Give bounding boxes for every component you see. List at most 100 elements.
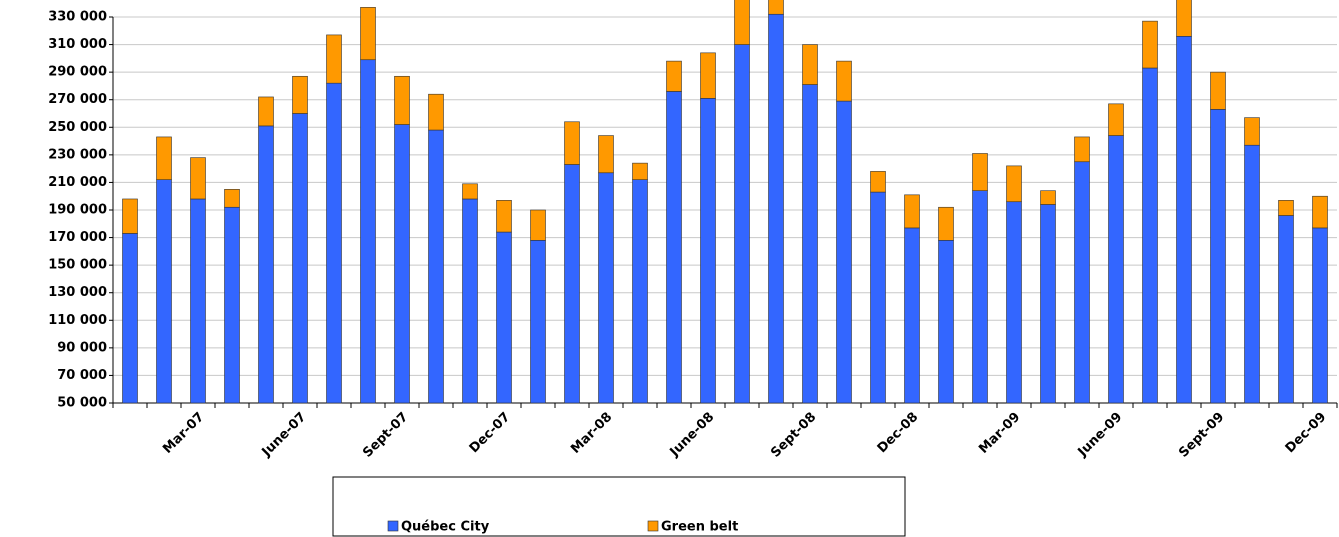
bar-segment: [258, 125, 274, 404]
bar-segment: [1108, 103, 1124, 136]
y-tick-label: 190 000: [48, 203, 107, 218]
x-tick-label: June-08: [667, 410, 718, 461]
bar-segment: [598, 135, 614, 174]
x-tick-label: Dec-08: [875, 410, 922, 457]
y-tick-label: 90 000: [57, 340, 107, 355]
legend-box: [332, 476, 906, 537]
x-tick-label: Mar-09: [976, 410, 1023, 457]
bar-segment: [836, 100, 852, 404]
bar-segment: [734, 44, 750, 404]
y-tick-label: 110 000: [48, 313, 107, 328]
bar-segment: [496, 231, 512, 404]
bar-segment: [768, 0, 784, 15]
bar-segment: [666, 60, 682, 92]
x-tick-label: Dec-07: [467, 410, 514, 457]
bar-segment: [1312, 195, 1328, 229]
bar-segment: [530, 240, 546, 404]
bar-segment: [1244, 117, 1260, 146]
y-tick-label: 210 000: [48, 175, 107, 190]
bar-segment: [292, 75, 308, 114]
y-tick-label: 130 000: [48, 285, 107, 300]
x-tick-label: Mar-08: [568, 410, 615, 457]
y-tick-label: 250 000: [48, 120, 107, 135]
bar-segment: [564, 121, 580, 165]
bar-segment: [972, 153, 988, 192]
bar-segment: [564, 164, 580, 404]
x-tick-label: Mar-07: [160, 410, 207, 457]
legend-swatch: [647, 520, 659, 532]
bar-segment: [734, 0, 750, 45]
bar-segment: [122, 233, 138, 404]
legend-swatch: [387, 520, 399, 532]
y-tick-label: 330 000: [48, 10, 107, 25]
y-tick-label: 70 000: [57, 368, 107, 383]
bar-segment: [394, 75, 410, 125]
bar-segment: [938, 240, 954, 404]
bar-segment: [496, 200, 512, 233]
bar-segment: [1006, 201, 1022, 404]
bar-segment: [768, 13, 784, 404]
bar-segment: [666, 91, 682, 404]
bar-segment: [700, 98, 716, 404]
bar-segment: [1210, 109, 1226, 404]
bar-segment: [870, 171, 886, 193]
bar-segment: [292, 113, 308, 404]
bar-segment: [1040, 190, 1056, 205]
bar-segment: [700, 52, 716, 99]
y-tick-label: 310 000: [48, 37, 107, 52]
bar-segment: [904, 227, 920, 404]
bar-segment: [1074, 161, 1090, 404]
bar-segment: [938, 206, 954, 241]
bar-segment: [224, 206, 240, 404]
bar-segment: [428, 93, 444, 131]
bar-segment: [360, 7, 376, 61]
bar-segment: [802, 44, 818, 85]
bar-segment: [632, 179, 648, 404]
bar-segment: [190, 157, 206, 200]
bar-segment: [1142, 67, 1158, 404]
bar-segment: [1244, 144, 1260, 404]
bar-segment: [224, 189, 240, 208]
bar-segment: [462, 198, 478, 404]
y-tick-label: 230 000: [48, 147, 107, 162]
bar-segment: [326, 82, 342, 404]
bar-segment: [156, 136, 172, 180]
legend-label: Green belt: [661, 520, 738, 535]
bar-segment: [1108, 135, 1124, 404]
bar-segment: [836, 60, 852, 102]
bar-segment: [972, 190, 988, 404]
x-tick-label: Sept-07: [360, 410, 411, 461]
x-tick-label: Sept-09: [1176, 410, 1227, 461]
bar-segment: [1176, 35, 1192, 404]
bar-segment: [598, 172, 614, 404]
bar-segment: [1210, 71, 1226, 110]
bar-segment: [802, 84, 818, 404]
y-tick-label: 150 000: [48, 258, 107, 273]
y-tick-label: 50 000: [57, 396, 107, 411]
x-tick-label: Sept-08: [768, 410, 819, 461]
bar-segment: [1278, 215, 1294, 404]
bar-segment: [462, 183, 478, 200]
bar-segment: [1278, 200, 1294, 216]
bar-segment: [122, 198, 138, 234]
bar-segment: [1312, 227, 1328, 404]
y-tick-label: 170 000: [48, 230, 107, 245]
bar-segment: [1142, 20, 1158, 69]
x-tick-label: June-09: [1075, 410, 1126, 461]
x-tick-label: June-07: [259, 410, 310, 461]
bar-segment: [1176, 0, 1192, 37]
bar-segment: [632, 162, 648, 180]
bar-segment: [394, 124, 410, 404]
bar-segment: [904, 194, 920, 229]
bar-segment: [870, 191, 886, 404]
bar-segment: [1074, 136, 1090, 163]
bar-segment: [530, 209, 546, 241]
bar-segment: [258, 96, 274, 127]
bar-segment: [360, 59, 376, 404]
bar-segment: [156, 179, 172, 404]
bar-segment: [326, 34, 342, 84]
x-tick-label: Dec-09: [1283, 410, 1330, 457]
legend-label: Québec City: [401, 520, 490, 535]
y-tick-label: 290 000: [48, 65, 107, 80]
